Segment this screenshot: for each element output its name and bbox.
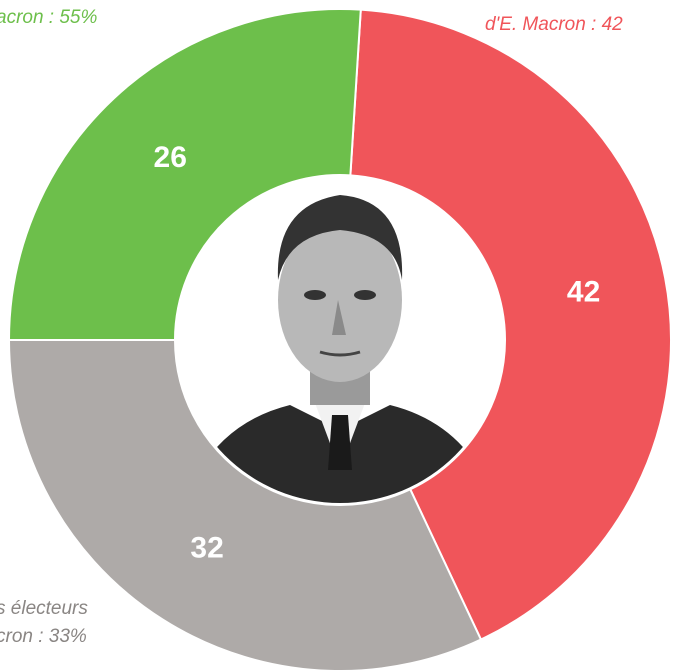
value-label: 42: [567, 275, 600, 308]
annotation: d'E. Macron : 42: [485, 14, 623, 35]
annotation: acron : 55%: [0, 7, 97, 28]
value-label: 32: [190, 531, 223, 564]
value-label: 26: [154, 141, 187, 174]
annotation: s électeurs: [0, 598, 88, 619]
slices: [7, 8, 672, 670]
labels: 42 32 26 acron : 55% d'E. Macron : 42 s élect…: [0, 7, 623, 647]
annotation: cron : 33%: [0, 626, 87, 647]
